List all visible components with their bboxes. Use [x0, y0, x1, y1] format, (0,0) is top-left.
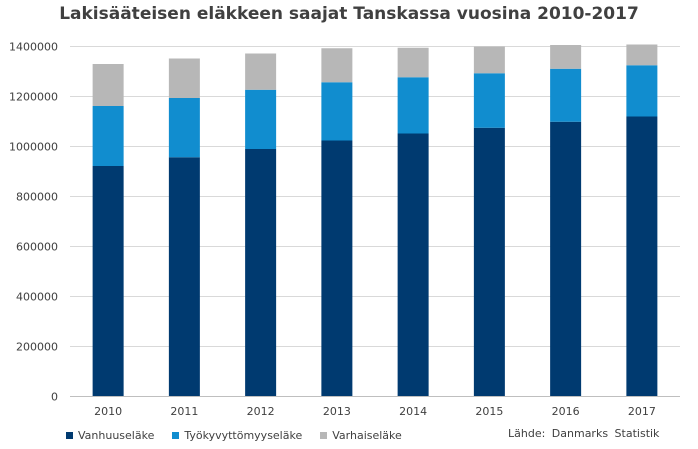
bar-segment-työkyvyttömyyseläke-2011 — [168, 98, 200, 158]
x-tick-label: 2015 — [475, 405, 503, 418]
x-tick-label: 2016 — [552, 405, 580, 418]
x-tick-label: 2017 — [628, 405, 656, 418]
bar-segment-vanhuuseläke-2017 — [626, 116, 658, 396]
bar-segment-työkyvyttömyyseläke-2013 — [321, 82, 353, 141]
y-tick-label: 200000 — [16, 341, 58, 354]
legend-label: Varhaiseläke — [332, 429, 402, 442]
y-tick-label: 1400000 — [9, 41, 58, 54]
bar-segment-työkyvyttömyyseläke-2012 — [245, 89, 277, 149]
bar-segment-työkyvyttömyyseläke-2015 — [473, 73, 505, 128]
legend-label: Työkyvyttömyyseläke — [184, 429, 303, 442]
y-tick-label: 600000 — [16, 241, 58, 254]
bar-segment-varhaiseläke-2013 — [321, 48, 353, 83]
legend-item: Vanhuuseläke — [66, 429, 154, 442]
legend-swatch — [320, 432, 328, 439]
x-tick-label: 2010 — [94, 405, 122, 418]
x-tick-label: 2012 — [247, 405, 275, 418]
y-tick-label: 400000 — [16, 291, 58, 304]
bar-segment-vanhuuseläke-2016 — [550, 121, 582, 396]
bar-segment-työkyvyttömyyseläke-2014 — [397, 77, 429, 134]
chart-legend: Vanhuuseläke Työkyvyttömyyseläke Varhaisel… — [66, 429, 420, 442]
legend-item: Varhaiseläke — [320, 429, 402, 442]
bar-segment-varhaiseläke-2012 — [245, 53, 277, 90]
bar-segment-työkyvyttömyyseläke-2017 — [626, 65, 658, 117]
bar-segment-vanhuuseläke-2014 — [397, 133, 429, 396]
bar-segment-varhaiseläke-2010 — [92, 64, 124, 106]
legend-item: Työkyvyttömyyseläke — [172, 429, 302, 442]
x-tick-label: 2011 — [170, 405, 198, 418]
y-tick-label: 800000 — [16, 191, 58, 204]
y-tick-label: 0 — [51, 391, 58, 404]
bar-segment-varhaiseläke-2011 — [168, 58, 200, 98]
bar-segment-vanhuuseläke-2015 — [473, 127, 505, 396]
legend-swatch — [172, 432, 180, 439]
bar-segment-varhaiseläke-2016 — [550, 45, 582, 69]
source-note: Lähde: Danmarks Statistik — [508, 427, 660, 440]
x-tick-label: 2014 — [399, 405, 427, 418]
legend-swatch — [66, 432, 73, 439]
bar-segment-varhaiseläke-2015 — [473, 46, 505, 74]
bar-segment-vanhuuseläke-2013 — [321, 140, 353, 396]
bar-segment-työkyvyttömyyseläke-2010 — [92, 106, 124, 166]
y-tick-label: 1200000 — [9, 91, 58, 104]
bar-segment-varhaiseläke-2014 — [397, 47, 429, 78]
bar-segment-varhaiseläke-2017 — [626, 44, 658, 66]
y-tick-label: 1000000 — [9, 141, 58, 154]
chart-title: Lakisääteisen eläkkeen saajat Tanskassa … — [59, 4, 639, 24]
bar-segment-vanhuuseläke-2012 — [245, 149, 277, 396]
bar-segment-vanhuuseläke-2010 — [92, 166, 124, 396]
bar-segment-työkyvyttömyyseläke-2016 — [550, 68, 582, 122]
x-tick-label: 2013 — [323, 405, 351, 418]
legend-label: Vanhuuseläke — [78, 429, 155, 442]
bar-segment-vanhuuseläke-2011 — [168, 157, 200, 396]
